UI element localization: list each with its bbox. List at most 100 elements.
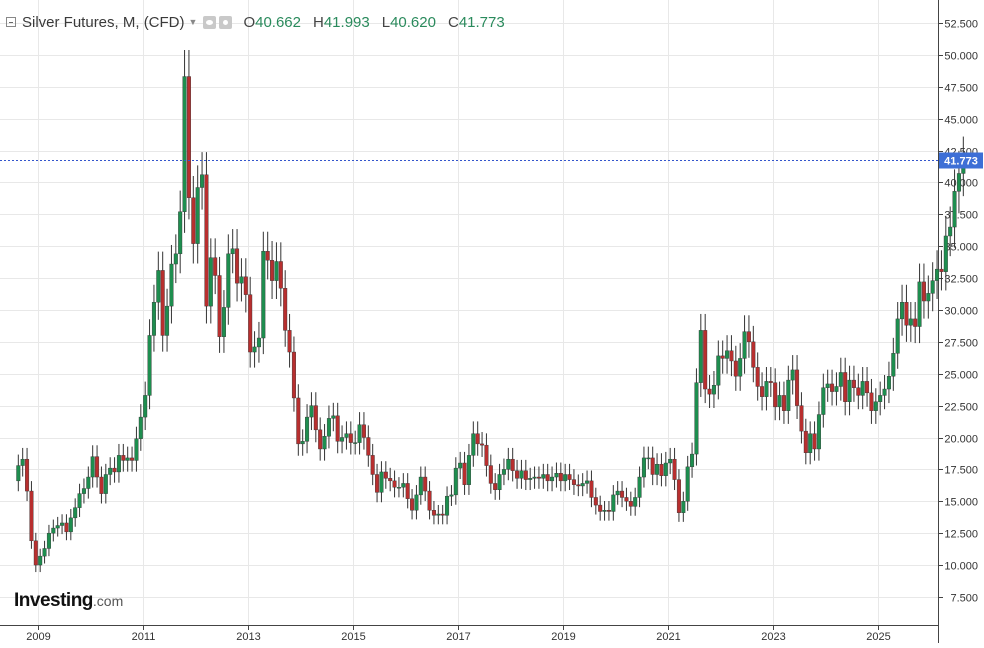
- candle[interactable]: [563, 463, 568, 492]
- candle[interactable]: [431, 500, 436, 525]
- candle[interactable]: [121, 443, 126, 472]
- candle[interactable]: [357, 412, 362, 455]
- y-axis[interactable]: 7.500 10.000 12.500 15.000 17.500 20.000 22.50…: [938, 19, 978, 605]
- candle[interactable]: [655, 453, 660, 486]
- candle[interactable]: [204, 152, 209, 324]
- candle[interactable]: [440, 504, 445, 525]
- candle[interactable]: [869, 378, 874, 424]
- candle[interactable]: [484, 433, 489, 477]
- candle[interactable]: [147, 319, 152, 410]
- candle[interactable]: [287, 313, 292, 368]
- candle[interactable]: [46, 524, 51, 557]
- candle[interactable]: [77, 483, 82, 517]
- candle[interactable]: [265, 231, 270, 280]
- candle[interactable]: [650, 446, 655, 486]
- candle[interactable]: [25, 447, 30, 502]
- candle[interactable]: [445, 486, 450, 525]
- candle[interactable]: [200, 152, 205, 210]
- candle[interactable]: [580, 473, 585, 497]
- candle[interactable]: [917, 263, 922, 344]
- candle[interactable]: [751, 325, 756, 383]
- candle[interactable]: [921, 263, 926, 319]
- candle[interactable]: [746, 315, 751, 358]
- candle[interactable]: [138, 404, 143, 451]
- candle[interactable]: [760, 372, 765, 411]
- candle[interactable]: [703, 313, 708, 404]
- candle[interactable]: [213, 238, 218, 295]
- candle[interactable]: [952, 169, 957, 248]
- candle[interactable]: [694, 368, 699, 466]
- candle[interactable]: [567, 463, 572, 491]
- candle[interactable]: [418, 466, 423, 505]
- candle[interactable]: [348, 421, 353, 455]
- candle[interactable]: [935, 250, 940, 300]
- candle[interactable]: [453, 457, 458, 505]
- candle[interactable]: [821, 373, 826, 428]
- candle[interactable]: [165, 288, 170, 352]
- eye-icon[interactable]: [203, 15, 217, 29]
- candle[interactable]: [300, 429, 305, 456]
- candle[interactable]: [497, 463, 502, 500]
- candle[interactable]: [261, 231, 266, 355]
- candles[interactable]: [16, 49, 966, 573]
- candle[interactable]: [396, 477, 401, 498]
- candle[interactable]: [738, 343, 743, 391]
- candle[interactable]: [571, 469, 576, 495]
- candle[interactable]: [523, 459, 528, 491]
- candle[interactable]: [230, 229, 235, 274]
- candle[interactable]: [593, 487, 598, 515]
- candle[interactable]: [130, 446, 135, 472]
- candle[interactable]: [865, 367, 870, 407]
- candle[interactable]: [322, 424, 327, 461]
- candle[interactable]: [64, 514, 69, 541]
- candle[interactable]: [182, 49, 187, 233]
- candle[interactable]: [808, 421, 813, 465]
- candle[interactable]: [86, 466, 91, 499]
- candle[interactable]: [825, 369, 830, 402]
- candle[interactable]: [856, 373, 861, 410]
- candle[interactable]: [392, 470, 397, 498]
- candle[interactable]: [764, 367, 769, 411]
- candle[interactable]: [550, 466, 555, 492]
- candle[interactable]: [73, 498, 78, 527]
- candle[interactable]: [725, 335, 730, 374]
- candle[interactable]: [383, 461, 388, 489]
- candle[interactable]: [913, 302, 918, 344]
- candle[interactable]: [716, 340, 721, 400]
- candle[interactable]: [641, 446, 646, 488]
- candle[interactable]: [851, 365, 856, 402]
- candle[interactable]: [681, 491, 686, 522]
- x-axis[interactable]: 2009 2011 2013 2015 2017 2019 2021 2023 2025: [26, 625, 891, 643]
- candle[interactable]: [151, 284, 156, 352]
- candle[interactable]: [860, 367, 865, 410]
- candle[interactable]: [698, 313, 703, 397]
- gear-icon[interactable]: [219, 15, 233, 29]
- candle[interactable]: [707, 374, 712, 408]
- candle[interactable]: [388, 467, 393, 492]
- candle[interactable]: [256, 321, 261, 363]
- candle[interactable]: [33, 532, 38, 573]
- candle[interactable]: [711, 370, 716, 408]
- candle[interactable]: [606, 500, 611, 521]
- candle[interactable]: [318, 417, 323, 461]
- candle[interactable]: [38, 548, 43, 573]
- candle[interactable]: [795, 355, 800, 420]
- candle[interactable]: [830, 369, 835, 406]
- candle[interactable]: [112, 457, 117, 483]
- candle[interactable]: [904, 284, 909, 342]
- candle[interactable]: [501, 458, 506, 486]
- candle[interactable]: [768, 367, 773, 397]
- candle[interactable]: [742, 315, 747, 374]
- candle[interactable]: [252, 331, 257, 368]
- candle[interactable]: [156, 251, 161, 320]
- candle[interactable]: [449, 485, 454, 506]
- candle[interactable]: [620, 481, 625, 508]
- candle[interactable]: [685, 455, 690, 511]
- candle[interactable]: [576, 474, 581, 497]
- investing-logo[interactable]: Investing.com: [14, 590, 123, 612]
- candle[interactable]: [305, 404, 310, 454]
- candle[interactable]: [95, 445, 100, 488]
- candle[interactable]: [436, 504, 441, 525]
